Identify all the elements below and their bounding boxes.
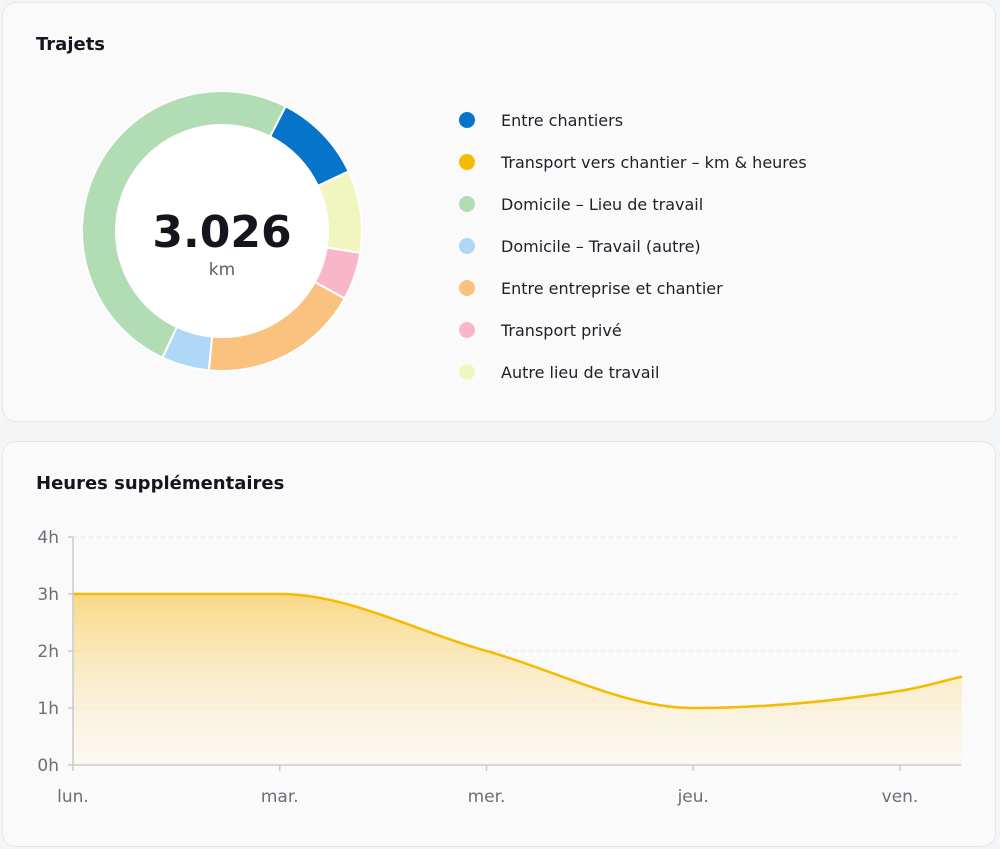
heures-card: Heures supplémentaires 0h 1h 2h 3h 4h lun. mar… bbox=[2, 441, 996, 847]
area-line bbox=[73, 592, 963, 710]
legend-color-dot bbox=[459, 154, 475, 170]
x-tick-label: ven. bbox=[882, 787, 919, 807]
legend-item: Transport vers chantier – km & heures bbox=[459, 141, 807, 183]
y-tick-label: 2h bbox=[37, 642, 59, 662]
heures-title: Heures supplémentaires bbox=[36, 473, 285, 494]
donut-total-unit: km bbox=[209, 260, 235, 280]
legend-color-dot bbox=[459, 196, 475, 212]
donut-total-value: 3.026 bbox=[152, 207, 291, 258]
y-tick-label: 3h bbox=[37, 585, 59, 605]
legend-color-dot bbox=[459, 238, 475, 254]
legend-item: Entre chantiers bbox=[459, 99, 807, 141]
legend-item: Domicile – Lieu de travail bbox=[459, 183, 807, 225]
x-tick-label: lun. bbox=[57, 787, 89, 807]
x-tick-label: jeu. bbox=[677, 787, 709, 807]
y-tick-label: 0h bbox=[37, 756, 59, 776]
legend-label: Autre lieu de travail bbox=[501, 362, 660, 382]
legend-item: Domicile – Travail (autre) bbox=[459, 225, 807, 267]
x-tick-label: mer. bbox=[468, 787, 506, 807]
legend-label: Domicile – Lieu de travail bbox=[501, 194, 704, 214]
x-tick-label: mar. bbox=[261, 787, 299, 807]
legend-item: Entre entreprise et chantier bbox=[459, 267, 807, 309]
trajets-title: Trajets bbox=[36, 34, 106, 55]
legend-item: Transport privé bbox=[459, 309, 807, 351]
heures-area-chart: 0h 1h 2h 3h 4h lun. mar. mer. jeu. ven. bbox=[37, 528, 963, 807]
legend-color-dot bbox=[459, 322, 475, 338]
legend-color-dot bbox=[459, 280, 475, 296]
trajets-legend: Entre chantiers Transport vers chantier –… bbox=[459, 99, 807, 393]
y-tick-label: 4h bbox=[37, 528, 59, 548]
legend-label: Entre entreprise et chantier bbox=[501, 278, 723, 298]
area-fill bbox=[73, 594, 963, 765]
legend-label: Domicile – Travail (autre) bbox=[501, 236, 701, 256]
legend-color-dot bbox=[459, 112, 475, 128]
trajets-donut-chart: 3.026 km bbox=[81, 90, 363, 372]
legend-label: Entre chantiers bbox=[501, 110, 624, 130]
legend-label: Transport privé bbox=[501, 320, 622, 340]
y-tick-label: 1h bbox=[37, 699, 59, 719]
trajets-card: Trajets 3.026 km Entre chantiers Transpor… bbox=[2, 2, 996, 422]
legend-label: Transport vers chantier – km & heures bbox=[501, 152, 807, 172]
legend-color-dot bbox=[459, 364, 475, 380]
legend-item: Autre lieu de travail bbox=[459, 351, 807, 393]
